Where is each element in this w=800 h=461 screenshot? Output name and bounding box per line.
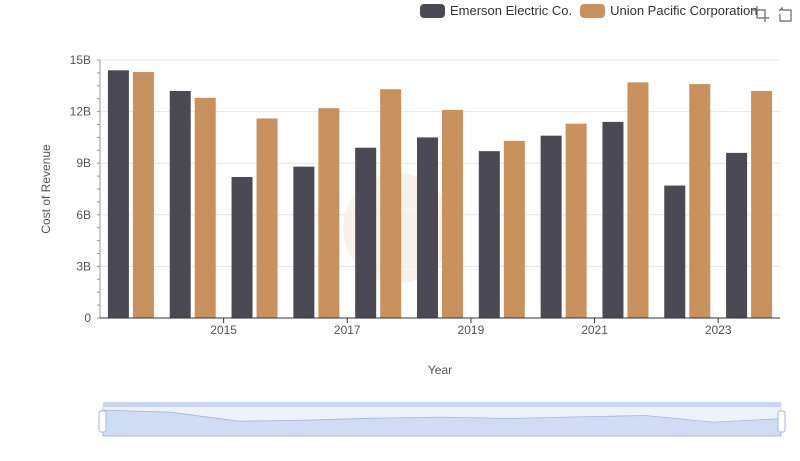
bar-union-pacific-2019[interactable] <box>442 109 463 318</box>
legend-label-union-pacific: Union Pacific Corporation <box>610 3 758 18</box>
restore-icon[interactable] <box>776 5 794 23</box>
slider-handle-left[interactable] <box>98 410 107 433</box>
bar-union-pacific-2024[interactable] <box>751 90 773 319</box>
bar-emerson-2021[interactable] <box>540 135 562 318</box>
y-tick-label: 6B <box>76 208 91 222</box>
axes: 0 3B 6B 9B 12B 15B 2015 2017 2019 2021 2023 <box>70 53 780 337</box>
bar-union-pacific-2023[interactable] <box>689 84 711 318</box>
bar-union-pacific-2015[interactable] <box>194 97 216 318</box>
y-tick-label: 0 <box>84 311 91 325</box>
bar-emerson-2016[interactable] <box>231 176 253 318</box>
x-tick-label: 2015 <box>210 323 237 337</box>
legend-swatch-union-pacific <box>580 3 606 18</box>
legend: Emerson Electric Co. Union Pacific Corpo… <box>420 3 766 18</box>
legend-label-emerson: Emerson Electric Co. <box>450 3 573 18</box>
bar-emerson-2018[interactable] <box>355 147 377 318</box>
bar-emerson-2022[interactable] <box>602 121 624 318</box>
y-axis-label: Cost of Revenue <box>39 144 53 234</box>
x-tick-label: 2017 <box>334 323 361 337</box>
bar-union-pacific-2017[interactable] <box>318 108 340 318</box>
bar-emerson-2023[interactable] <box>664 185 686 318</box>
x-axis-label: Year <box>428 363 452 377</box>
x-tick-label: 2023 <box>705 323 732 337</box>
bar-union-pacific-2021[interactable] <box>565 123 587 318</box>
bar-emerson-2014[interactable] <box>107 70 129 318</box>
legend-item-emerson[interactable]: Emerson Electric Co. <box>420 3 572 18</box>
slider-preview-area <box>102 409 782 437</box>
bar-union-pacific-2022[interactable] <box>627 82 649 318</box>
bar-emerson-2019[interactable] <box>417 137 438 318</box>
slider-handle-right[interactable] <box>777 410 786 433</box>
data-zoom-slider[interactable] <box>98 402 786 437</box>
bar-emerson-2015[interactable] <box>169 90 191 319</box>
bar-union-pacific-2018[interactable] <box>380 89 402 319</box>
legend-swatch-emerson <box>420 3 445 18</box>
zoom-icon[interactable] <box>752 5 770 23</box>
y-tick-label: 3B <box>76 259 91 273</box>
y-tick-label: 15B <box>70 53 91 67</box>
bar-emerson-2024[interactable] <box>726 152 748 318</box>
y-tick-label: 12B <box>70 105 91 119</box>
slider-top-bar[interactable] <box>103 402 781 407</box>
bar-union-pacific-2016[interactable] <box>256 118 278 318</box>
y-tick-label: 9B <box>76 156 91 170</box>
bar-union-pacific-2020[interactable] <box>503 140 525 318</box>
toolbox <box>746 5 794 23</box>
x-tick-label: 2019 <box>458 323 485 337</box>
bar-emerson-2017[interactable] <box>293 166 315 318</box>
legend-item-union-pacific[interactable]: Union Pacific Corporation <box>580 3 758 18</box>
bars <box>107 70 773 319</box>
bar-emerson-2020[interactable] <box>478 151 500 318</box>
x-tick-label: 2021 <box>581 323 608 337</box>
bar-union-pacific-2014[interactable] <box>132 72 154 318</box>
